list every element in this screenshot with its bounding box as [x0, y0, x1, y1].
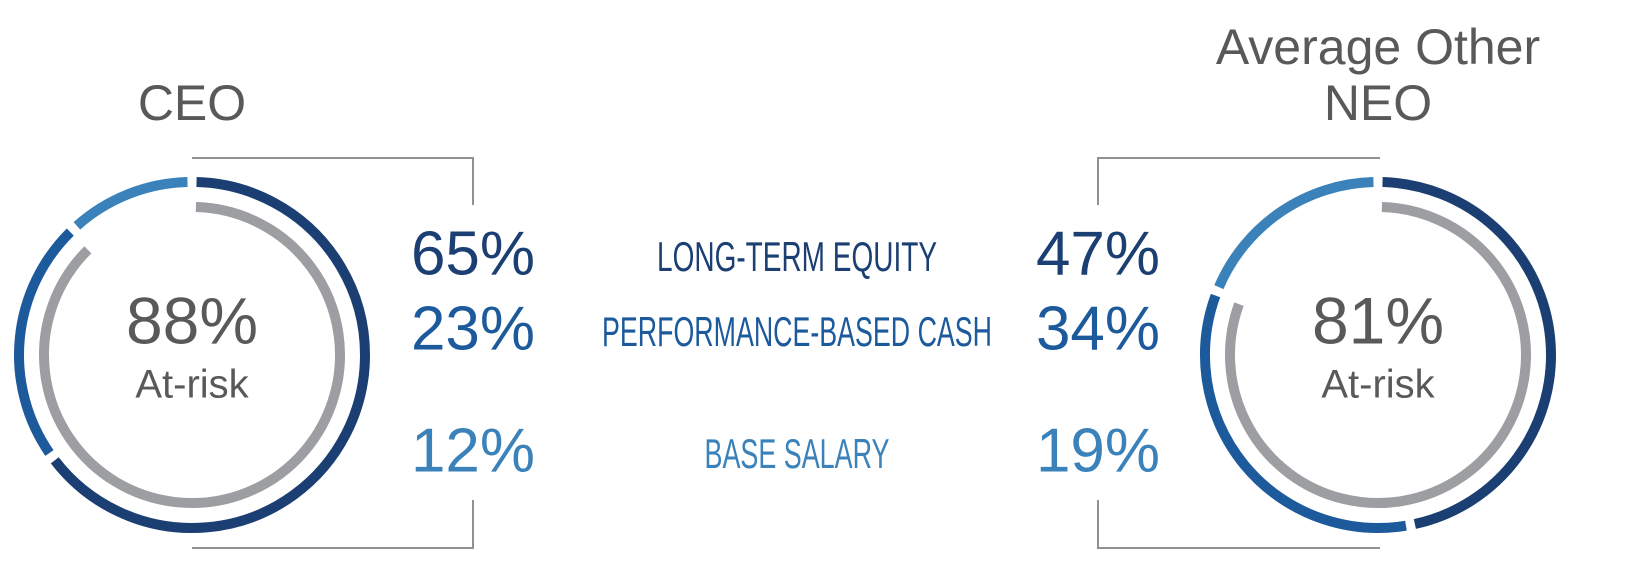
donut-segment [1382, 177, 1556, 529]
at-risk-arc [39, 202, 345, 508]
bracket [192, 500, 474, 549]
value-label: 65% [411, 219, 535, 288]
donut-segment [73, 177, 188, 230]
center-label: At-risk [1321, 363, 1435, 407]
chart-title: CEO [137, 75, 247, 131]
value-label: 12% [411, 416, 535, 485]
bracket [1097, 500, 1380, 549]
donut-segment [1214, 177, 1374, 290]
center-value: 81% [1312, 283, 1444, 357]
center-value: 88% [126, 283, 258, 357]
value-label: 19% [1036, 416, 1160, 485]
category-label: LONG-TERM EQUITY [657, 233, 937, 280]
at-risk-arc [1225, 202, 1531, 508]
donut-segment [14, 228, 74, 456]
bracket [192, 157, 474, 205]
donut-segment [1200, 293, 1407, 533]
value-label: 34% [1036, 294, 1160, 363]
category-label: PERFORMANCE-BASED CASH [602, 308, 992, 355]
chart-title: Average Other NEO [1215, 19, 1541, 131]
category-label: BASE SALARY [705, 430, 890, 477]
bracket [1097, 157, 1380, 205]
donut-segment [50, 177, 370, 533]
brackets [192, 157, 1380, 549]
value-label: 23% [411, 294, 535, 363]
center-label: At-risk [135, 363, 249, 407]
value-label: 47% [1036, 219, 1160, 288]
